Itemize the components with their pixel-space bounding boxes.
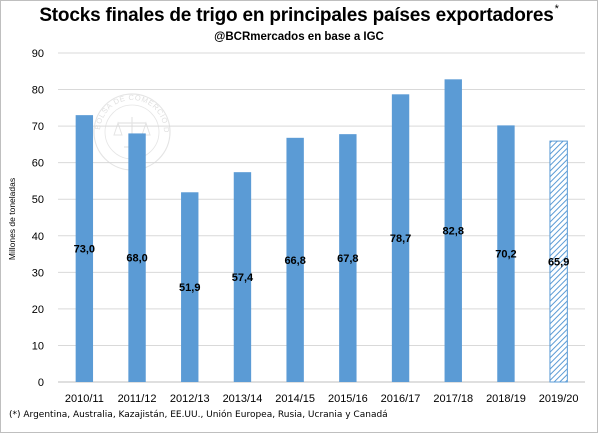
x-tick-label: 2016/17: [381, 393, 421, 405]
x-tick-label: 2017/18: [433, 393, 473, 405]
bar: [286, 137, 304, 382]
x-tick-label: 2018/19: [486, 393, 526, 405]
data-label: 67,8: [337, 253, 358, 265]
chart-title-text: Stocks finales de trigo en principales p…: [39, 5, 554, 26]
bar: [497, 125, 515, 382]
x-tick-label: 2015/16: [328, 393, 368, 405]
data-label: 66,8: [284, 255, 305, 267]
bar: [391, 94, 410, 383]
y-tick-label: 40: [32, 231, 44, 243]
y-tick-label: 60: [32, 158, 44, 170]
chart-title-asterisk: *: [554, 3, 559, 15]
x-tick-label: 2014/15: [275, 393, 315, 405]
data-label: 51,9: [179, 282, 200, 294]
bar-projected: [549, 140, 568, 383]
y-tick-label: 50: [32, 194, 44, 206]
y-tick-label: 90: [32, 48, 44, 60]
x-tick-label: 2012/13: [170, 393, 210, 405]
y-tick-label: 70: [32, 121, 44, 133]
footnote: (*) Argentina, Australia, Kazajistán, EE…: [9, 410, 388, 420]
svg-text:BOLSA DE COMERCIO DE ROSARIO: BOLSA DE COMERCIO DE ROSARIO: [1, 1, 171, 133]
data-label: 73,0: [74, 244, 95, 256]
bar: [339, 134, 357, 382]
bar: [75, 115, 94, 383]
y-tick-label: 30: [32, 267, 44, 279]
x-tick-label: 2013/14: [223, 393, 263, 405]
data-label: 68,0: [126, 253, 147, 265]
bar: [233, 172, 252, 382]
x-tick-label: 2019/20: [539, 393, 579, 405]
y-tick-label: 0: [38, 377, 44, 389]
data-label: 70,2: [495, 249, 516, 261]
bar: [444, 79, 462, 382]
chart-subtitle: @BCRmercados en base a IGC: [214, 31, 384, 43]
data-label: 65,9: [548, 257, 569, 269]
y-tick-label: 80: [32, 85, 44, 97]
data-label: 78,7: [390, 233, 411, 245]
bar: [128, 133, 146, 382]
bar: [181, 192, 199, 382]
data-label: 82,8: [443, 226, 464, 238]
chart-title: Stocks finales de trigo en principales p…: [1, 3, 597, 27]
x-tick-label: 2011/12: [118, 393, 157, 405]
x-tick-label: 2010/11: [65, 393, 104, 405]
y-tick-label: 20: [32, 304, 44, 316]
y-tick-label: 10: [32, 340, 44, 352]
data-label: 57,4: [232, 272, 254, 284]
